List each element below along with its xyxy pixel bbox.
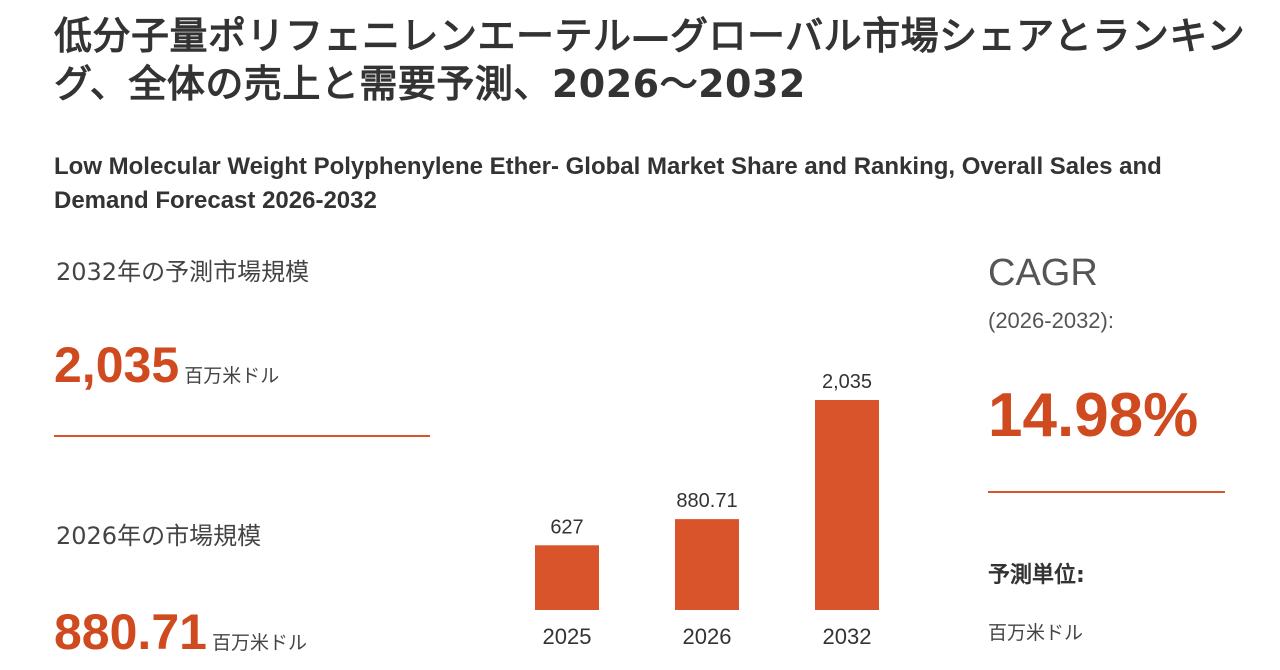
page-title-japanese: 低分子量ポリフェニレンエーテル—グローバル市場シェアとランキング、全体の売上と需… — [54, 14, 1246, 106]
left-divider — [54, 435, 430, 437]
bar-value-label-2026: 880.71 — [676, 490, 737, 512]
right-divider — [988, 491, 1225, 493]
forecast-size-unit: 百万米ドル — [184, 365, 280, 387]
current-size-value: 880.71 — [54, 604, 207, 660]
bar-2032 — [815, 400, 879, 610]
cagr-label: CAGR — [988, 252, 1098, 294]
bar-2025 — [535, 545, 599, 610]
forecast-unit-label: 予測単位: — [988, 563, 1085, 588]
current-size-label: 2026年の市場規模 — [56, 522, 262, 550]
market-size-bar-chart: 627 2025 880.71 2026 2,035 2032 — [535, 371, 879, 649]
current-size-unit: 百万米ドル — [212, 632, 308, 654]
bar-2026 — [675, 519, 739, 610]
forecast-size-value: 2,035 — [54, 337, 180, 393]
bar-value-label-2025: 627 — [550, 516, 583, 538]
forecast-size-label: 2032年の予測市場規模 — [56, 258, 310, 286]
page-title-english: Low Molecular Weight Polyphenylene Ether… — [54, 153, 1162, 214]
x-tick-label-2025: 2025 — [543, 624, 592, 649]
bar-value-label-2032: 2,035 — [822, 371, 872, 393]
x-tick-label-2032: 2032 — [823, 624, 872, 649]
forecast-size-stat: 2,035 百万米ドル — [54, 336, 279, 394]
x-tick-label-2026: 2026 — [683, 624, 732, 649]
forecast-unit-value: 百万米ドル — [988, 622, 1084, 644]
cagr-period: (2026-2032): — [988, 308, 1114, 333]
current-size-stat: 880.71 百万米ドル — [54, 603, 307, 661]
cagr-value: 14.98% — [988, 381, 1199, 450]
